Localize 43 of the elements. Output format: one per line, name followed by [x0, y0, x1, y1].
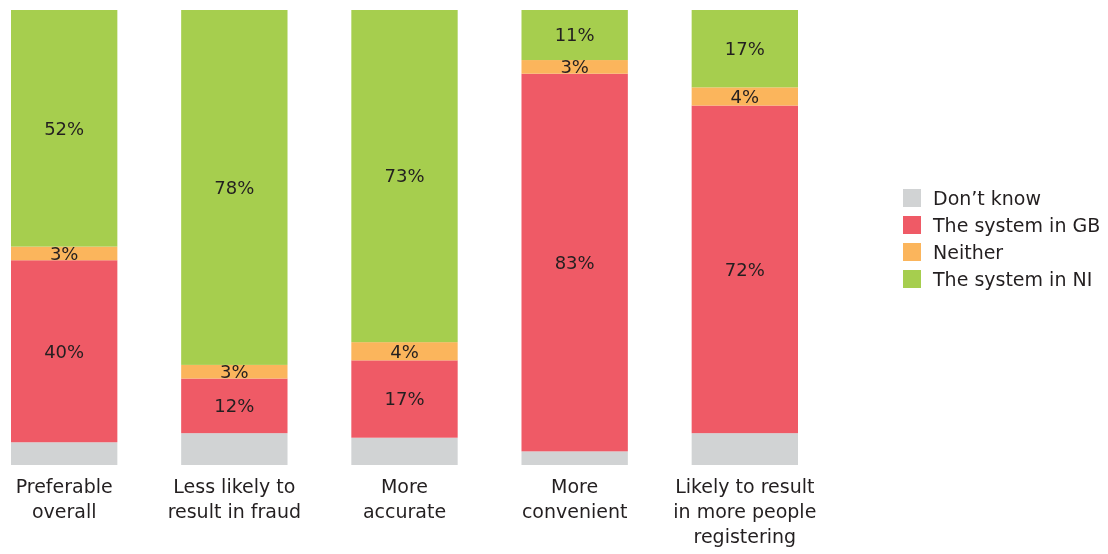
data-label: 12%	[214, 395, 255, 417]
bar	[181, 378, 288, 434]
data-label: 72%	[724, 258, 765, 280]
bar	[521, 60, 628, 74]
data-label: 3%	[220, 361, 249, 383]
bar	[691, 87, 798, 106]
legend-label: The system in GB	[932, 213, 1101, 236]
bar	[521, 73, 628, 452]
x-tick-label: Preferable overall	[15, 475, 113, 522]
bar	[181, 10, 288, 365]
bar	[181, 433, 288, 465]
data-label: 73%	[384, 165, 425, 187]
bar	[351, 437, 458, 465]
bar	[351, 342, 458, 361]
bar	[11, 442, 118, 465]
legend-label: Don’t know	[933, 186, 1042, 209]
bar	[181, 364, 288, 379]
bar	[691, 105, 798, 434]
bar	[11, 260, 118, 443]
bar	[521, 451, 628, 465]
bar	[351, 360, 458, 438]
data-label: 40%	[44, 340, 85, 362]
x-tick-label: More convenient	[521, 475, 628, 522]
data-label: 78%	[214, 176, 255, 198]
bar	[691, 10, 798, 88]
data-label: 11%	[554, 24, 595, 46]
data-label: 4%	[390, 340, 419, 362]
legend-label: Neither	[933, 240, 1004, 263]
legend-label: The system in NI	[932, 267, 1093, 290]
data-label: 17%	[724, 37, 765, 59]
data-label: 52%	[44, 117, 85, 139]
x-tick-label: More accurate	[362, 475, 447, 522]
bar	[691, 433, 798, 465]
bar	[11, 10, 118, 247]
data-label: 17%	[384, 388, 425, 410]
data-label: 83%	[554, 251, 595, 273]
x-tick-label: Less likely to result in fraud	[167, 475, 302, 522]
bar	[351, 10, 458, 343]
data-label: 3%	[49, 242, 79, 264]
data-label: 4%	[730, 85, 760, 107]
x-tick-label: Likely to result in more people registering	[673, 475, 817, 547]
bar	[521, 10, 628, 61]
data-label: 3%	[560, 56, 589, 78]
